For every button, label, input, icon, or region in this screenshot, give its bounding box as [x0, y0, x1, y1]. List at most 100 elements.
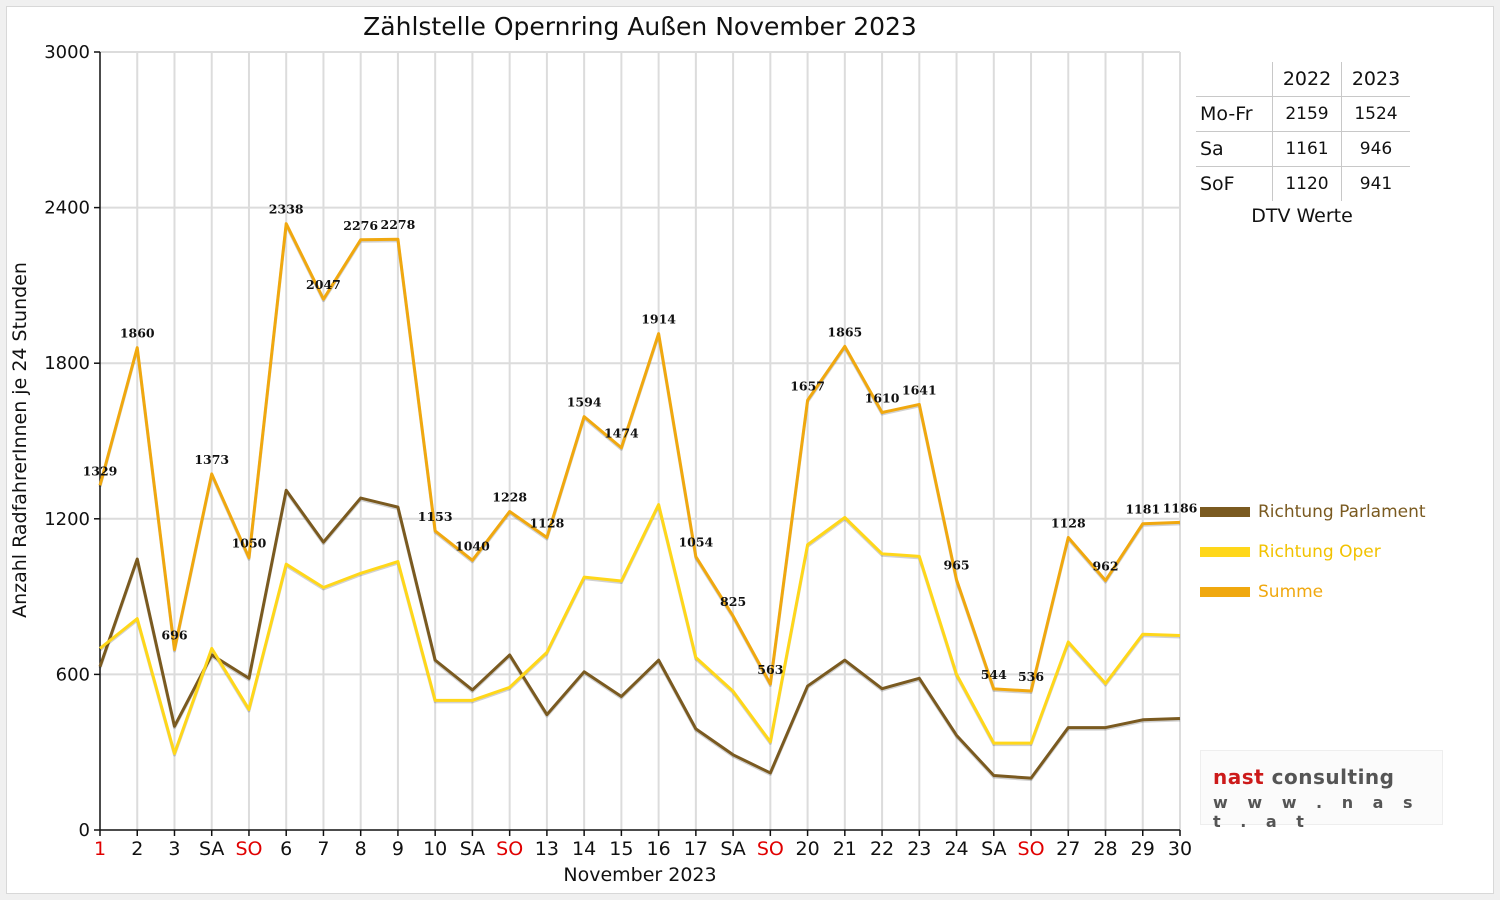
x-tick-label: 17	[684, 838, 708, 860]
y-tick-label: 3000	[44, 42, 90, 63]
data-label: 1373	[194, 452, 229, 467]
x-tick-label: 28	[1093, 838, 1117, 860]
x-tick-label: 21	[833, 838, 857, 860]
y-tick-label: 1800	[44, 353, 90, 374]
data-label: 563	[757, 662, 783, 677]
dtv-value-2023: 1524	[1341, 96, 1410, 132]
data-label: 1641	[902, 382, 937, 397]
x-tick-label: 7	[317, 838, 329, 860]
legend-item-parlament: Richtung Parlament	[1200, 492, 1426, 532]
legend-swatch-oper	[1200, 547, 1250, 557]
x-tick-label: 30	[1168, 838, 1192, 860]
dtv-row-label: Mo-Fr	[1196, 96, 1273, 132]
data-label: 2338	[269, 202, 304, 217]
data-label: 536	[1018, 669, 1044, 684]
data-label: 2276	[343, 218, 378, 233]
data-label: 2278	[381, 217, 416, 232]
x-tick-label: 22	[870, 838, 894, 860]
dtv-row: Sa 1161 946	[1196, 131, 1410, 167]
dtv-caption: DTV Werte	[1251, 205, 1353, 227]
x-tick-label: 3	[168, 838, 180, 860]
data-label: 1181	[1125, 502, 1160, 517]
dtv-row: Mo-Fr 2159 1524	[1196, 96, 1410, 132]
x-tick-label: 13	[535, 838, 559, 860]
dtv-row-label: SoF	[1200, 173, 1235, 195]
series-line-richtung-parlament	[98, 488, 1181, 780]
legend-swatch-parlament	[1200, 507, 1250, 517]
x-tick-label: 6	[280, 838, 292, 860]
x-tick-label: 20	[795, 838, 819, 860]
x-tick-label: 27	[1056, 838, 1080, 860]
series-line-summe	[98, 222, 1181, 693]
data-label: 1050	[232, 536, 267, 551]
x-tick-label: 16	[647, 838, 671, 860]
logo-url: w w w . n a s t . a t	[1213, 793, 1420, 831]
dtv-header-2022: 2022	[1272, 62, 1342, 97]
data-label: 1610	[865, 390, 900, 405]
logo-wordmark: nast consulting	[1213, 765, 1394, 789]
dtv-corner-cell	[1196, 62, 1273, 97]
legend-item-oper: Richtung Oper	[1200, 532, 1426, 572]
x-tick-label: SA	[981, 838, 1006, 860]
data-label: 1594	[567, 395, 602, 410]
data-label: 1228	[492, 490, 527, 505]
legend-label: Richtung Parlament	[1258, 502, 1426, 522]
data-label: 1040	[455, 538, 490, 553]
dtv-row-label: Sa	[1196, 131, 1273, 167]
dtv-value-2023: 941	[1341, 166, 1410, 201]
x-tick-label: 1	[94, 838, 106, 860]
dtv-table: 2022 2023 Mo-Fr 2159 1524 Sa 1161 946 So…	[1196, 62, 1416, 227]
data-label: 1329	[83, 463, 118, 478]
dtv-header-2023: 2023	[1341, 62, 1410, 97]
y-tick-label: 0	[79, 820, 90, 841]
data-label: 1128	[529, 515, 564, 530]
data-label: 825	[720, 594, 746, 609]
dtv-value-2022: 1120	[1272, 166, 1342, 201]
y-tick-label: 600	[56, 664, 90, 685]
x-tick-label: SO	[757, 838, 784, 860]
data-label: 2047	[306, 277, 341, 292]
data-label: 1186	[1163, 500, 1198, 515]
data-label: 1153	[418, 509, 453, 524]
logo-word-nast: nast	[1213, 765, 1265, 789]
legend-item-summe: Summe	[1200, 572, 1426, 612]
nast-consulting-logo: nast consulting w w w . n a s t . a t	[1200, 750, 1443, 831]
legend-label: Richtung Oper	[1258, 542, 1381, 562]
dtv-value-2022: 2159	[1272, 96, 1342, 132]
y-tick-label: 1200	[44, 509, 90, 530]
chart-title: Zählstelle Opernring Außen November 2023	[363, 12, 917, 41]
data-label: 1657	[790, 378, 825, 393]
x-axis-label: November 2023	[563, 864, 717, 886]
data-label: 1054	[678, 535, 713, 550]
x-tick-label: 14	[572, 838, 596, 860]
data-label: 1860	[120, 326, 155, 341]
data-label: 1128	[1051, 515, 1086, 530]
data-label: 962	[1092, 559, 1118, 574]
x-tick-label: SO	[496, 838, 523, 860]
legend-swatch-summe	[1200, 587, 1250, 597]
dtv-value-2022: 1161	[1272, 131, 1342, 167]
x-tick-label: 23	[907, 838, 931, 860]
series-line-richtung-oper	[99, 503, 1181, 755]
x-tick-label: SA	[720, 838, 745, 860]
x-tick-label: 29	[1131, 838, 1155, 860]
legend: Richtung Parlament Richtung Oper Summe	[1200, 492, 1426, 612]
y-tick-label: 2400	[44, 198, 90, 219]
x-tick-label: 24	[944, 838, 968, 860]
x-tick-label: SO	[1018, 838, 1045, 860]
data-label: 965	[944, 558, 970, 573]
x-tick-label: 9	[392, 838, 404, 860]
data-label: 696	[161, 628, 187, 643]
data-label: 1914	[641, 312, 676, 327]
x-tick-label: 8	[355, 838, 367, 860]
data-label: 1474	[604, 426, 639, 441]
x-tick-label: 10	[423, 838, 447, 860]
x-tick-label: 2	[131, 838, 143, 860]
series-shadow-summe	[98, 223, 1181, 694]
data-label: 544	[981, 667, 1007, 682]
data-label: 1865	[827, 324, 862, 339]
x-tick-label: 15	[609, 838, 633, 860]
x-tick-label: SO	[235, 838, 262, 860]
dtv-value-2023: 946	[1341, 131, 1410, 167]
